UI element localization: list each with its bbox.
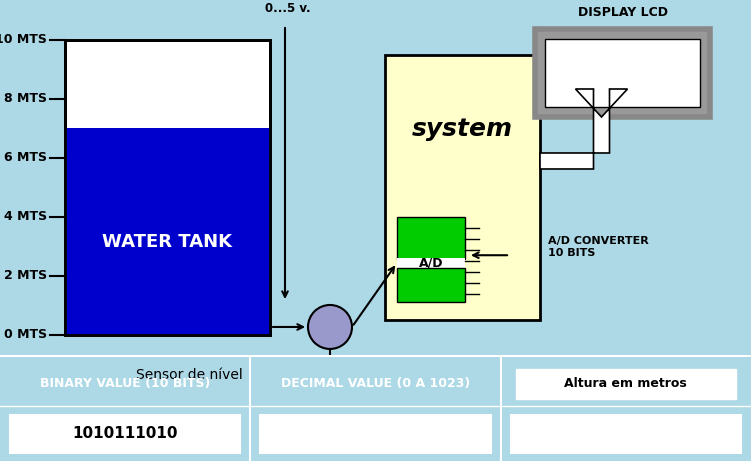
Bar (397, 268, 465, 302)
Text: Altura em metros: Altura em metros (565, 378, 687, 390)
Text: system: system (412, 117, 513, 141)
Text: DISPLAY LCD: DISPLAY LCD (578, 6, 668, 19)
Bar (65, 129, 270, 335)
Text: 1010111010: 1010111010 (72, 426, 178, 442)
Text: Sensor de nível: Sensor de nível (136, 368, 243, 382)
Bar (397, 217, 465, 260)
Bar (65, 40, 270, 335)
Text: ANALOG SIGNAL
0...5 v.: ANALOG SIGNAL 0...5 v. (234, 0, 342, 15)
Text: WATER TANK: WATER TANK (102, 233, 233, 251)
Bar (10, 415, 240, 453)
Bar (535, 29, 710, 117)
Circle shape (308, 305, 352, 349)
Bar (397, 258, 465, 268)
Bar (511, 415, 741, 453)
Text: 2 MTS: 2 MTS (4, 270, 47, 283)
Text: BINARY VALUE (10 BITS): BINARY VALUE (10 BITS) (40, 378, 210, 390)
Bar (385, 55, 540, 320)
Text: DECIMAL VALUE (0 A 1023): DECIMAL VALUE (0 A 1023) (281, 378, 470, 390)
Polygon shape (540, 89, 628, 169)
Text: A/D: A/D (419, 256, 443, 269)
Bar (65, 40, 270, 335)
Text: 4 MTS: 4 MTS (4, 211, 47, 224)
Bar (516, 369, 736, 399)
Text: 0 MTS: 0 MTS (4, 329, 47, 342)
Bar (545, 39, 700, 107)
Bar (115, 363, 263, 387)
Text: A/D CONVERTER
10 BITS: A/D CONVERTER 10 BITS (548, 236, 649, 258)
Text: 6 MTS: 6 MTS (4, 152, 47, 165)
Bar (261, 415, 490, 453)
Text: 8 MTS: 8 MTS (4, 93, 47, 106)
Text: 10 MTS: 10 MTS (0, 34, 47, 47)
